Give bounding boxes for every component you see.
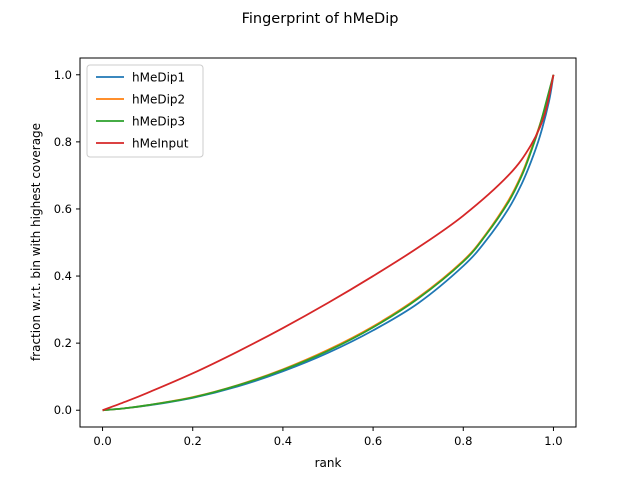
x-tick-label: 0.8 (454, 434, 472, 448)
x-tick-label: 1.0 (544, 434, 562, 448)
chart-title: Fingerprint of hMeDip (242, 11, 399, 27)
x-axis-label: rank (315, 456, 342, 470)
series-line-hMeInput (102, 74, 555, 412)
y-axis-label: fraction w.r.t. bin with highest coverag… (29, 123, 43, 361)
legend-label-hMeDip2: hMeDip2 (132, 93, 185, 107)
legend: hMeDip1 hMeDip2 hMeDip3 hMeInput (86, 64, 204, 158)
legend-label-hMeInput: hMeInput (132, 137, 189, 151)
y-tick-label: 1.0 (54, 68, 72, 82)
axes-frame (79, 57, 577, 428)
x-axis: 0.0 0.2 0.4 0.6 0.8 1.0 (93, 427, 563, 448)
y-axis: 0.0 0.2 0.4 0.6 0.8 1.0 (54, 68, 80, 417)
x-tick-label: 0.2 (184, 434, 202, 448)
legend-label-hMeDip3: hMeDip3 (132, 115, 185, 129)
legend-label-hMeDip1: hMeDip1 (132, 71, 185, 85)
y-tick-label: 0.6 (54, 202, 72, 216)
y-tick-label: 0.4 (54, 269, 72, 283)
x-tick-label: 0.6 (364, 434, 382, 448)
series-group (102, 74, 555, 412)
y-tick-label: 0.8 (54, 135, 72, 149)
x-tick-label: 0.4 (274, 434, 292, 448)
series-line-hMeDip3 (102, 74, 555, 412)
y-tick-label: 0.2 (54, 336, 72, 350)
x-tick-label: 0.0 (93, 434, 111, 448)
legend-box (86, 64, 204, 158)
y-tick-label: 0.0 (54, 403, 72, 417)
